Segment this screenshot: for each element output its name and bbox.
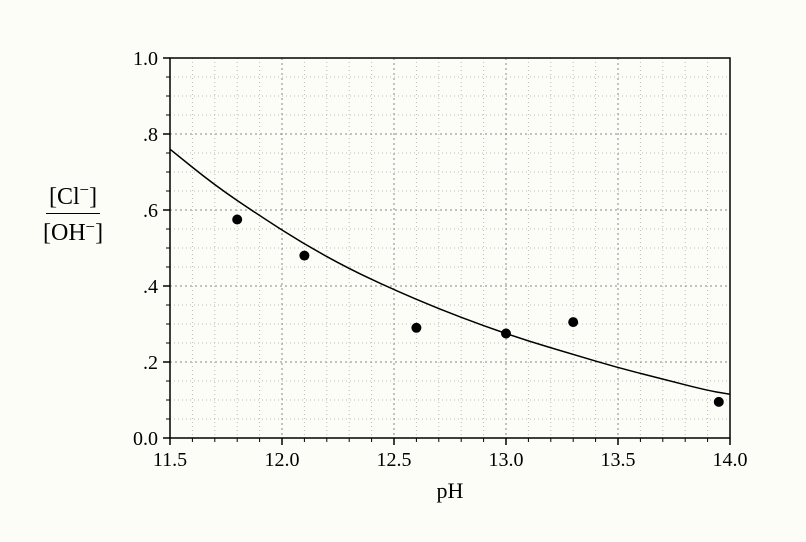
y-tick-label: 0.0 — [133, 428, 158, 450]
data-point — [714, 397, 724, 407]
data-point — [501, 329, 511, 339]
chart-container: 11.5 12.0 12.5 13.0 13.5 14.0 0.0 .2 .4 .6 .8 1.0 pH… — [0, 0, 806, 542]
data-point — [232, 215, 242, 225]
x-tick-label: 12.0 — [265, 449, 300, 471]
x-tick-label: 11.5 — [153, 449, 187, 471]
data-point — [568, 317, 578, 327]
data-point — [299, 251, 309, 261]
x-tick-label: 14.0 — [713, 449, 748, 471]
x-tick-label: 13.0 — [489, 449, 524, 471]
y-tick-label: .2 — [143, 352, 158, 374]
y-axis-label: [Cl−] [OH−] — [40, 180, 106, 249]
x-tick-label: 12.5 — [377, 449, 412, 471]
y-tick-label: .6 — [143, 200, 158, 222]
y-tick-label: .8 — [143, 124, 158, 146]
y-tick-label: 1.0 — [133, 48, 158, 70]
y-tick-label: .4 — [143, 276, 158, 298]
data-point — [411, 323, 421, 333]
chart-svg: 11.5 12.0 12.5 13.0 13.5 14.0 0.0 .2 .4 .6 .8 1.0 pH — [0, 0, 806, 542]
x-axis-label: pH — [437, 478, 464, 503]
fit-curve — [170, 149, 730, 394]
x-tick-label: 13.5 — [601, 449, 636, 471]
